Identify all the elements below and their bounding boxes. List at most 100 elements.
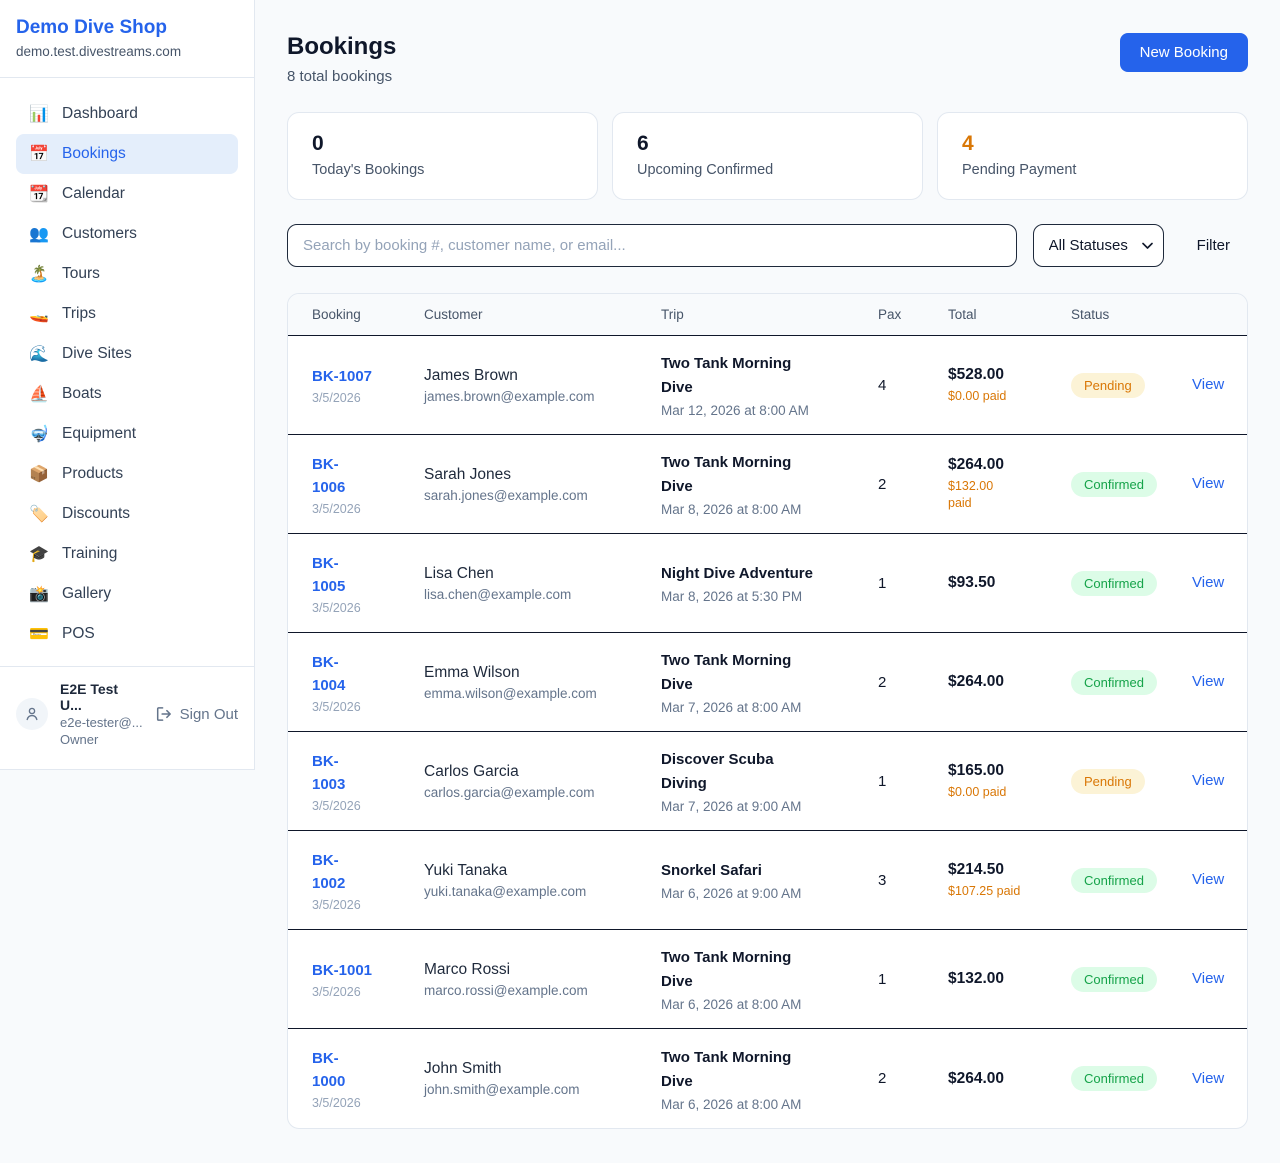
paid-amount: $0.00 paid	[948, 388, 1007, 403]
booking-id-link[interactable]: BK-1003	[312, 752, 346, 793]
view-link[interactable]: View	[1192, 970, 1225, 987]
sign-out-button[interactable]: Sign Out	[156, 706, 238, 723]
stat-value: 6	[637, 132, 649, 155]
sidebar-item-customers[interactable]: 👥 Customers	[16, 214, 238, 254]
total-cell: $264.00	[948, 1070, 1071, 1088]
table-row[interactable]: BK-1005 3/5/2026 Lisa Chen lisa.chen@exa…	[288, 534, 1247, 633]
sidebar-item-label: Gallery	[62, 585, 112, 602]
user-name: E2E Test U...	[60, 681, 119, 713]
total-amount: $264.00	[948, 673, 1005, 690]
view-link[interactable]: View	[1192, 475, 1225, 492]
view-link[interactable]: View	[1192, 574, 1225, 591]
trip-name: Discover Scuba Diving	[661, 751, 774, 792]
status-badge: Confirmed	[1071, 867, 1157, 893]
trip-cell: Two Tank Morning Dive Mar 6, 2026 at 8:0…	[661, 946, 878, 1012]
view-link[interactable]: View	[1192, 772, 1225, 789]
trip-datetime: Mar 8, 2026 at 8:00 AM	[661, 502, 802, 517]
stat-label: Today's Bookings	[312, 162, 425, 178]
sidebar-item-dive-sites[interactable]: 🌊 Dive Sites	[16, 334, 238, 374]
booking-date: 3/5/2026	[312, 699, 361, 714]
customer-name: Emma Wilson	[424, 663, 520, 681]
customer-cell: James Brown james.brown@example.com	[424, 367, 661, 404]
booking-id-link[interactable]: BK-1002	[312, 851, 346, 892]
search-input[interactable]	[287, 224, 1017, 267]
graduation-cap-icon: 🎓	[29, 546, 49, 563]
booking-id-link[interactable]: BK-1001	[312, 962, 373, 979]
desert-island-icon: 🏝️	[29, 266, 49, 283]
customer-name: Carlos Garcia	[424, 762, 519, 780]
sidebar-item-dashboard[interactable]: 📊 Dashboard	[16, 94, 238, 134]
booking-cell: BK-1001 3/5/2026	[312, 959, 424, 999]
booking-id-link[interactable]: BK-1007	[312, 368, 373, 385]
bookings-table: Booking Customer Trip Pax Total Status B…	[287, 293, 1248, 1129]
view-link[interactable]: View	[1192, 376, 1225, 393]
sidebar-item-gallery[interactable]: 📸 Gallery	[16, 574, 238, 614]
trip-name: Two Tank Morning Dive	[661, 355, 792, 396]
trip-cell: Snorkel Safari Mar 6, 2026 at 9:00 AM	[661, 859, 878, 901]
stats-row: 0 Today's Bookings 6 Upcoming Confirmed …	[287, 112, 1248, 200]
trip-name: Two Tank Morning Dive	[661, 454, 792, 495]
sidebar-item-label: POS	[62, 625, 95, 642]
table-row[interactable]: BK-1004 3/5/2026 Emma Wilson emma.wilson…	[288, 633, 1247, 732]
calendar-bookings-icon: 📅	[29, 146, 49, 163]
trip-cell: Discover Scuba Diving Mar 7, 2026 at 9:0…	[661, 748, 878, 814]
trip-name: Two Tank Morning Dive	[661, 652, 792, 693]
customer-name: John Smith	[424, 1060, 502, 1077]
table-row[interactable]: BK-1003 3/5/2026 Carlos Garcia carlos.ga…	[288, 732, 1247, 831]
stat-label: Upcoming Confirmed	[637, 162, 774, 178]
user-footer: E2E Test U... e2e-tester@... Owner Sign …	[0, 666, 254, 769]
booking-cell: BK-1007 3/5/2026	[312, 365, 424, 405]
sidebar-item-label: Equipment	[62, 425, 137, 442]
booking-id-link[interactable]: BK-1006	[312, 455, 346, 496]
customer-email: john.smith@example.com	[424, 1082, 580, 1097]
table-row[interactable]: BK-1001 3/5/2026 Marco Rossi marco.rossi…	[288, 930, 1247, 1029]
booking-date: 3/5/2026	[312, 1096, 361, 1110]
stat-card-todays-bookings: 0 Today's Bookings	[287, 112, 598, 200]
customer-cell: Sarah Jones sarah.jones@example.com	[424, 466, 661, 503]
trip-datetime: Mar 6, 2026 at 9:00 AM	[661, 886, 802, 901]
status-badge: Confirmed	[1071, 1066, 1157, 1091]
status-select[interactable]: All Statuses	[1032, 224, 1164, 267]
filter-button[interactable]: Filter	[1196, 237, 1230, 254]
customer-email: james.brown@example.com	[424, 388, 595, 404]
total-amount: $165.00	[948, 761, 1005, 779]
sidebar-item-tours[interactable]: 🏝️ Tours	[16, 254, 238, 294]
sidebar-item-trips[interactable]: 🚤 Trips	[16, 294, 238, 334]
sidebar-item-pos[interactable]: 💳 POS	[16, 614, 238, 654]
total-amount: $264.00	[948, 1069, 1005, 1087]
sidebar-item-label: Products	[62, 465, 124, 482]
sidebar-item-calendar[interactable]: 📆 Calendar	[16, 174, 238, 214]
booking-id-link[interactable]: BK-1000	[312, 1050, 346, 1090]
table-row[interactable]: BK-1000 3/5/2026 John Smith john.smith@e…	[288, 1029, 1247, 1128]
bar-chart-icon: 📊	[29, 106, 49, 123]
total-amount: $528.00	[948, 365, 1005, 383]
sidebar-item-bookings[interactable]: 📅 Bookings	[16, 134, 238, 174]
total-cell: $264.00 $132.00 paid	[948, 456, 1071, 512]
table-row[interactable]: BK-1002 3/5/2026 Yuki Tanaka yuki.tanaka…	[288, 831, 1247, 930]
view-link[interactable]: View	[1192, 673, 1225, 690]
sign-out-icon	[156, 707, 171, 721]
trip-datetime: Mar 6, 2026 at 8:00 AM	[661, 1096, 802, 1112]
customer-cell: Marco Rossi marco.rossi@example.com	[424, 961, 661, 998]
sidebar-item-boats[interactable]: ⛵ Boats	[16, 374, 238, 414]
table-row[interactable]: BK-1007 3/5/2026 James Brown james.brown…	[288, 336, 1247, 435]
table-row[interactable]: BK-1006 3/5/2026 Sarah Jones sarah.jones…	[288, 435, 1247, 534]
customer-name: James Brown	[424, 366, 518, 384]
new-booking-button[interactable]: New Booking	[1119, 33, 1248, 72]
booking-date: 3/5/2026	[312, 798, 361, 813]
booking-id-link[interactable]: BK-1004	[312, 653, 346, 694]
paid-amount: $107.25 paid	[948, 883, 1021, 898]
paid-amount: $132.00 paid	[948, 479, 994, 510]
column-header-trip: Trip	[661, 307, 684, 322]
sidebar-item-training[interactable]: 🎓 Training	[16, 534, 238, 574]
total-cell: $264.00	[948, 673, 1071, 691]
view-link[interactable]: View	[1192, 871, 1225, 888]
view-link[interactable]: View	[1192, 1069, 1225, 1087]
sidebar-item-equipment[interactable]: 🤿 Equipment	[16, 414, 238, 454]
stat-card-upcoming-confirmed: 6 Upcoming Confirmed	[612, 112, 923, 200]
sidebar-item-discounts[interactable]: 🏷️ Discounts	[16, 494, 238, 534]
sidebar-item-products[interactable]: 📦 Products	[16, 454, 238, 494]
booking-id-link[interactable]: BK-1005	[312, 554, 346, 595]
status-cell: Confirmed	[1071, 966, 1192, 992]
pax-cell: 4	[878, 376, 887, 394]
